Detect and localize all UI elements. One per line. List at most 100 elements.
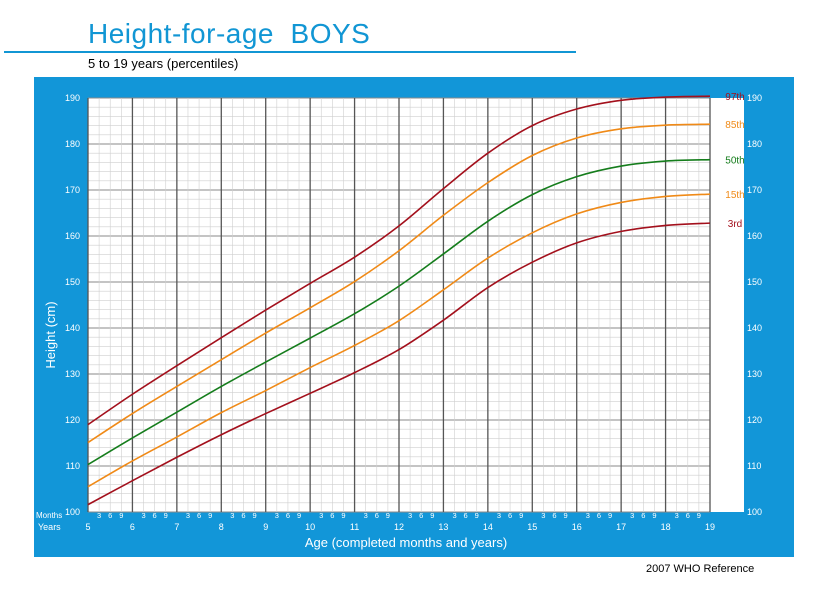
y-tick-label-left: 190 — [65, 93, 80, 103]
month-tick-label: 3 — [675, 511, 679, 520]
year-tick-label: 10 — [305, 522, 315, 532]
month-tick-label: 6 — [286, 511, 290, 520]
curve-15th — [87, 193, 711, 488]
y-tick-label-right: 180 — [747, 139, 762, 149]
month-tick-label: 9 — [652, 511, 656, 520]
month-tick-label: 3 — [141, 511, 145, 520]
month-tick-label: 6 — [464, 511, 468, 520]
month-tick-label: 3 — [630, 511, 634, 520]
month-tick-label: 9 — [608, 511, 612, 520]
month-tick-label: 6 — [552, 511, 556, 520]
year-tick-label: 16 — [572, 522, 582, 532]
y-tick-label-left: 140 — [65, 323, 80, 333]
month-tick-label: 9 — [253, 511, 257, 520]
month-tick-label: 9 — [386, 511, 390, 520]
chart-panel: 97th 85th 50th 15th 3rd 100 110 120 130 140 150 16… — [34, 77, 794, 557]
y-tick-label-right: 170 — [747, 185, 762, 195]
month-tick-label: 3 — [275, 511, 279, 520]
month-tick-label: 3 — [586, 511, 590, 520]
months-row-label: Months — [36, 511, 62, 520]
y-tick-label-left: 110 — [66, 461, 80, 471]
month-tick-label: 6 — [375, 511, 379, 520]
year-tick-label: 19 — [705, 522, 715, 532]
year-tick-label: 13 — [438, 522, 448, 532]
grid — [87, 97, 711, 513]
year-tick-label: 14 — [483, 522, 493, 532]
curve-3rd — [87, 222, 711, 506]
years-row-label: Years — [38, 522, 61, 532]
y-tick-label-left: 150 — [65, 277, 80, 287]
series-label-3rd: 3rd — [728, 219, 742, 230]
month-tick-label: 9 — [430, 511, 434, 520]
month-tick-label: 9 — [119, 511, 123, 520]
y-tick-label-right: 190 — [747, 93, 762, 103]
year-tick-label: 8 — [219, 522, 224, 532]
month-tick-label: 3 — [186, 511, 190, 520]
y-tick-label-left: 130 — [65, 369, 80, 379]
year-tick-label: 12 — [394, 522, 404, 532]
month-tick-label: 9 — [564, 511, 568, 520]
year-tick-label: 15 — [527, 522, 537, 532]
month-tick-label: 3 — [364, 511, 368, 520]
height-for-age-chart: 97th 85th 50th 15th 3rd 100 110 120 130 140 150 16… — [36, 92, 762, 550]
month-tick-label: 9 — [519, 511, 523, 520]
series-label-97th: 97th — [725, 92, 744, 103]
month-tick-label: 9 — [297, 511, 301, 520]
y-tick-label-left: 120 — [65, 415, 80, 425]
y-tick-label-right: 100 — [747, 507, 762, 517]
series-label-15th: 15th — [725, 190, 744, 201]
month-tick-label: 9 — [208, 511, 212, 520]
year-tick-label: 7 — [174, 522, 179, 532]
y-tick-label-right: 110 — [747, 461, 761, 471]
month-tick-label: 9 — [341, 511, 345, 520]
month-tick-label: 3 — [408, 511, 412, 520]
y-tick-label-left: 100 — [65, 507, 80, 517]
month-tick-label: 3 — [97, 511, 101, 520]
page-title: Height-for-age BOYS — [88, 18, 371, 49]
y-axis-left: 100 110 120 130 140 150 160 170 180 190 — [65, 93, 80, 517]
month-tick-label: 6 — [686, 511, 690, 520]
month-tick-label: 6 — [419, 511, 423, 520]
year-tick-label: 18 — [661, 522, 671, 532]
month-tick-label: 9 — [164, 511, 168, 520]
source-note: 2007 WHO Reference — [646, 563, 755, 575]
series-label-85th: 85th — [725, 120, 744, 131]
curve-85th — [87, 123, 711, 444]
month-tick-label: 3 — [497, 511, 501, 520]
year-tick-label: 17 — [616, 522, 626, 532]
y-tick-label-right: 150 — [747, 277, 762, 287]
month-tick-label: 9 — [697, 511, 701, 520]
percentile-curves — [87, 95, 711, 506]
series-labels: 97th 85th 50th 15th 3rd — [725, 92, 744, 230]
y-tick-label-left: 180 — [65, 139, 80, 149]
month-tick-label: 3 — [452, 511, 456, 520]
y-tick-label-right: 140 — [747, 323, 762, 333]
year-tick-label: 9 — [263, 522, 268, 532]
page-subtitle: 5 to 19 years (percentiles) — [88, 56, 239, 71]
month-tick-label: 6 — [641, 511, 645, 520]
y-tick-label-left: 170 — [65, 185, 80, 195]
y-tick-label-right: 160 — [747, 231, 762, 241]
month-tick-label: 6 — [153, 511, 157, 520]
year-tick-label: 6 — [130, 522, 135, 532]
y-axis-right: 100 110 120 130 140 150 160 170 180 190 — [747, 93, 762, 517]
month-tick-label: 3 — [319, 511, 323, 520]
month-tick-label: 6 — [241, 511, 245, 520]
series-label-50th: 50th — [725, 156, 744, 167]
title-rule — [4, 51, 576, 53]
y-tick-label-right: 130 — [747, 369, 762, 379]
y-axis-label: Height (cm) — [43, 301, 58, 368]
curve-97th — [87, 95, 711, 426]
year-tick-label: 5 — [85, 522, 90, 532]
month-tick-label: 3 — [541, 511, 545, 520]
year-tick-label: 11 — [350, 522, 359, 532]
month-tick-label: 6 — [330, 511, 334, 520]
month-tick-label: 6 — [597, 511, 601, 520]
month-tick-label: 6 — [108, 511, 112, 520]
month-tick-label: 3 — [230, 511, 234, 520]
y-tick-label-left: 160 — [65, 231, 80, 241]
month-tick-label: 9 — [475, 511, 479, 520]
plot-background — [88, 98, 744, 512]
month-tick-label: 6 — [508, 511, 512, 520]
